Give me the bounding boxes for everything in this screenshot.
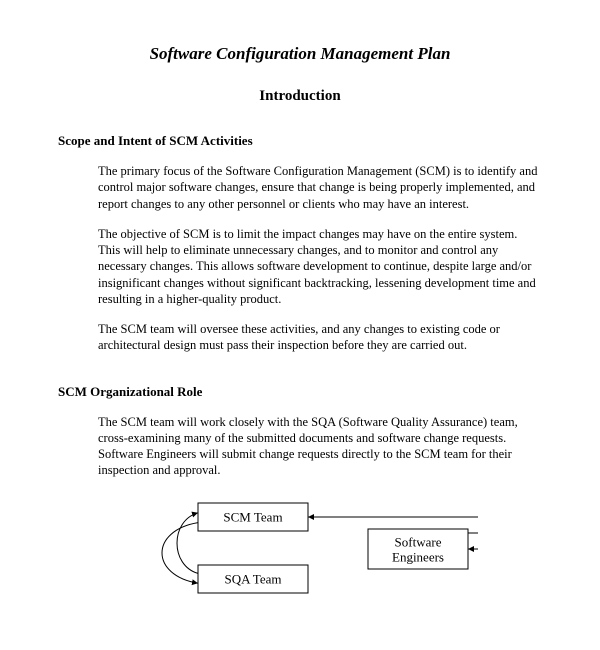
svg-text:Engineers: Engineers — [392, 549, 444, 564]
document-title: Software Configuration Management Plan — [58, 44, 542, 64]
subheading-org-role: SCM Organizational Role — [58, 384, 542, 400]
org-diagram: SCM Team SQA Team SoftwareEngineers — [118, 493, 542, 618]
paragraph: The SCM team will work closely with the … — [98, 414, 542, 479]
section-title: Introduction — [58, 88, 542, 105]
svg-text:SQA Team: SQA Team — [225, 571, 282, 586]
svg-text:Software: Software — [395, 534, 442, 549]
paragraph: The SCM team will oversee these activiti… — [98, 321, 542, 354]
paragraph: The objective of SCM is to limit the imp… — [98, 226, 542, 307]
subheading-scope: Scope and Intent of SCM Activities — [58, 133, 542, 149]
document-page: Software Configuration Management Plan I… — [0, 0, 600, 638]
svg-text:SCM Team: SCM Team — [223, 509, 282, 524]
paragraph: The primary focus of the Software Config… — [98, 163, 542, 212]
